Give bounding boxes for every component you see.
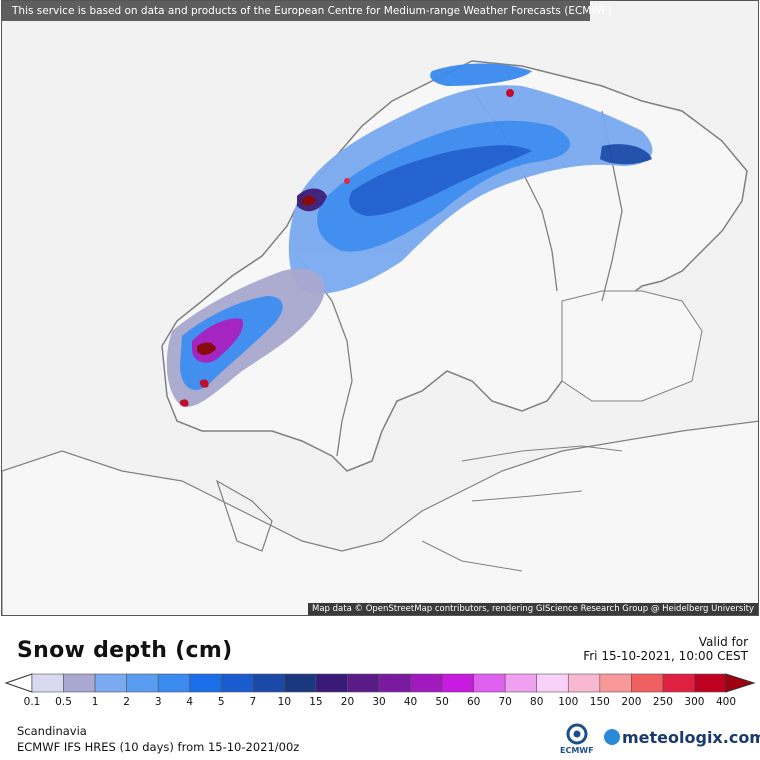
map-canvas xyxy=(2,60,758,615)
map-panel: This service is based on data and produc… xyxy=(1,0,759,616)
legend-ticks: 0.1 0.5 1 2 3 4 5 7 10 15 20 30 40 50 60 70 80 100 150 200 2… xyxy=(0,696,760,710)
legend-tick-label: 4 xyxy=(186,696,194,708)
legend-tick-label: 250 xyxy=(652,696,673,708)
color-legend xyxy=(4,673,756,693)
border-norway-sweden xyxy=(301,260,353,457)
legend-tick-label: 2 xyxy=(123,696,130,708)
legend-tick-label: 15 xyxy=(309,696,323,708)
legend-tick-label: 30 xyxy=(372,696,386,708)
meteologix-icon xyxy=(604,729,620,745)
legend-swatch xyxy=(315,673,348,693)
legend-tick-label: 60 xyxy=(466,696,481,708)
snow-field-south xyxy=(166,268,325,407)
legend-tick-label: 150 xyxy=(589,696,610,708)
region-name: Scandinavia xyxy=(17,724,87,738)
data-source-banner: This service is based on data and produc… xyxy=(2,1,612,21)
legend-swatch xyxy=(31,673,64,693)
legend-tick-label: 50 xyxy=(435,696,449,708)
ecmwf-icon xyxy=(566,723,588,745)
border-baltic xyxy=(421,445,623,572)
valid-time-block: Valid for Fri 15-10-2021, 10:00 CEST xyxy=(583,635,748,663)
legend-swatch xyxy=(662,673,695,693)
legend-tick-label: 3 xyxy=(154,696,162,708)
legend-tick-label: 80 xyxy=(530,696,544,708)
legend-swatch xyxy=(504,673,538,693)
legend-arrow-left xyxy=(4,673,33,693)
legend-tick-label: 10 xyxy=(277,696,292,708)
meteologix-logo[interactable]: meteologix.com xyxy=(604,728,760,747)
legend-footer: Snow depth (cm) Valid for Fri 15-10-2021… xyxy=(0,616,760,760)
legend-swatch xyxy=(441,673,474,693)
model-run: ECMWF IFS HRES (10 days) from 15-10-2021… xyxy=(17,740,300,754)
legend-swatch xyxy=(347,673,380,693)
legend-swatch xyxy=(694,673,727,693)
legend-tick-label: 7 xyxy=(249,696,257,708)
legend-swatch xyxy=(157,673,191,693)
legend-swatch xyxy=(220,673,254,693)
legend-tick-label: 400 xyxy=(715,696,737,708)
valid-time: Fri 15-10-2021, 10:00 CEST xyxy=(583,649,748,663)
legend-tick-label: 1 xyxy=(91,696,99,708)
legend-swatch xyxy=(378,673,411,693)
legend-tick-label: 0.5 xyxy=(55,696,72,708)
legend-tick-label: 70 xyxy=(498,696,512,708)
legend-swatch xyxy=(631,673,664,693)
legend-swatch xyxy=(284,673,317,693)
legend-tick-label: 40 xyxy=(403,696,418,708)
legend-swatch xyxy=(599,673,632,693)
legend-tick-label: 200 xyxy=(621,696,642,708)
legend-swatch xyxy=(252,673,285,693)
legend-swatch xyxy=(189,673,222,693)
coast-denmark xyxy=(215,479,273,552)
legend-swatch xyxy=(473,673,506,693)
land-finland-east xyxy=(561,290,703,402)
legend-tick-label: 300 xyxy=(684,696,705,708)
legend-swatch xyxy=(567,673,601,693)
legend-tick-label: 100 xyxy=(558,696,579,708)
legend-swatch xyxy=(536,673,569,693)
ecmwf-logo: ECMWF xyxy=(560,722,594,756)
legend-swatch xyxy=(94,673,127,693)
legend-tick-label: 20 xyxy=(340,696,355,708)
map-attribution: Map data © OpenStreetMap contributors, r… xyxy=(308,603,758,615)
legend-swatch xyxy=(63,673,96,693)
map-title: Snow depth (cm) xyxy=(17,638,233,663)
legend-arrow-right xyxy=(725,673,756,693)
legend-tick-label: 0.1 xyxy=(23,696,41,708)
snow-field-north xyxy=(288,63,653,294)
legend-tick-label: 5 xyxy=(217,696,225,708)
land-continent xyxy=(2,420,758,615)
valid-label: Valid for xyxy=(698,635,748,649)
legend-swatch xyxy=(126,673,159,693)
legend-swatch xyxy=(410,673,443,693)
